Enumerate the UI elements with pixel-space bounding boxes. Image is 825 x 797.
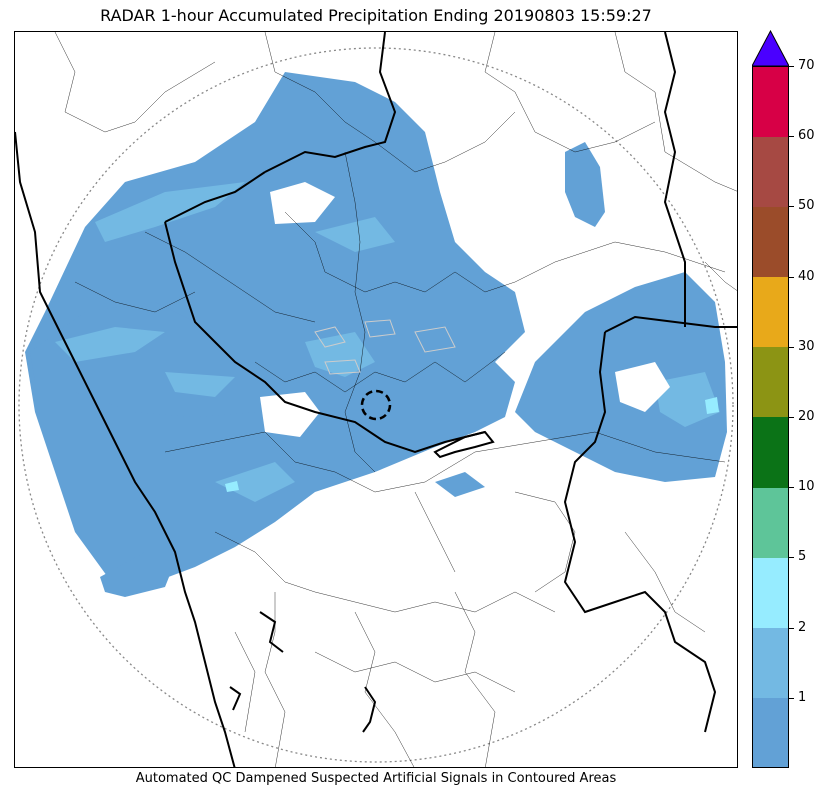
dry-area-east <box>615 362 670 412</box>
colorbar-tick-label: 70 <box>798 58 815 73</box>
colorbar-tick <box>789 697 794 699</box>
precip-light-south-patch <box>435 472 485 497</box>
colorbar-tick <box>789 136 794 138</box>
map-canvas <box>15 32 737 767</box>
colorbar-segment <box>752 557 789 629</box>
colorbar-segment <box>752 417 789 488</box>
precipitation-layer <box>25 72 727 597</box>
colorbar-tick-label: 20 <box>798 409 815 424</box>
dry-area-center <box>260 392 320 437</box>
colorbar-segment <box>752 206 789 278</box>
tamil-nadu-border <box>433 430 495 459</box>
colorbar-segment <box>752 276 789 348</box>
colorbar-tick-label: 1 <box>798 689 807 705</box>
range-ring <box>18 47 734 763</box>
colorbar-tick-label: 2 <box>798 619 807 635</box>
colorbar-segment <box>752 627 789 699</box>
colorbar-segment <box>752 66 789 137</box>
radar-site-marker <box>360 389 392 421</box>
dry-area-west <box>75 102 185 172</box>
state-border-east <box>604 315 737 333</box>
colorbar-segment <box>752 136 789 207</box>
colorbar <box>752 30 789 769</box>
colorbar-tick-label: 60 <box>798 128 815 144</box>
colorbar-tick <box>789 206 794 208</box>
colorbar-tick <box>789 346 794 348</box>
qc-footer-note: Automated QC Dampened Suspected Artifici… <box>135 771 617 786</box>
colorbar-tick <box>789 557 794 559</box>
precip-light-northeast <box>565 142 605 227</box>
colorbar-tick-label: 5 <box>798 549 807 565</box>
state-border-north <box>164 221 486 454</box>
precip-1mm-patches <box>55 182 720 502</box>
colorbar-tick <box>789 487 794 489</box>
colorbar-segment <box>752 487 789 558</box>
state-boundaries <box>15 32 737 767</box>
precip-light-southwest <box>100 552 175 597</box>
district-boundaries <box>54 32 737 767</box>
colorbar-extend-arrow <box>752 30 789 67</box>
colorbar-tick-label: 50 <box>798 198 815 214</box>
radar-map[interactable] <box>14 31 738 768</box>
colorbar-segment <box>752 697 789 769</box>
colorbar-tick <box>789 276 794 278</box>
qc-contours <box>314 319 456 375</box>
colorbar-tick-label: 40 <box>798 268 815 284</box>
colorbar-segment <box>752 346 789 418</box>
colorbar-tick <box>789 417 794 418</box>
chart-title: RADAR 1-hour Accumulated Precipitation E… <box>100 6 652 25</box>
coastline-west <box>15 131 236 767</box>
colorbar-tick-label: 10 <box>798 479 815 495</box>
colorbar-tick <box>789 627 794 629</box>
colorbar-tick-label: 30 <box>798 338 815 354</box>
colorbar-tick <box>789 66 794 67</box>
